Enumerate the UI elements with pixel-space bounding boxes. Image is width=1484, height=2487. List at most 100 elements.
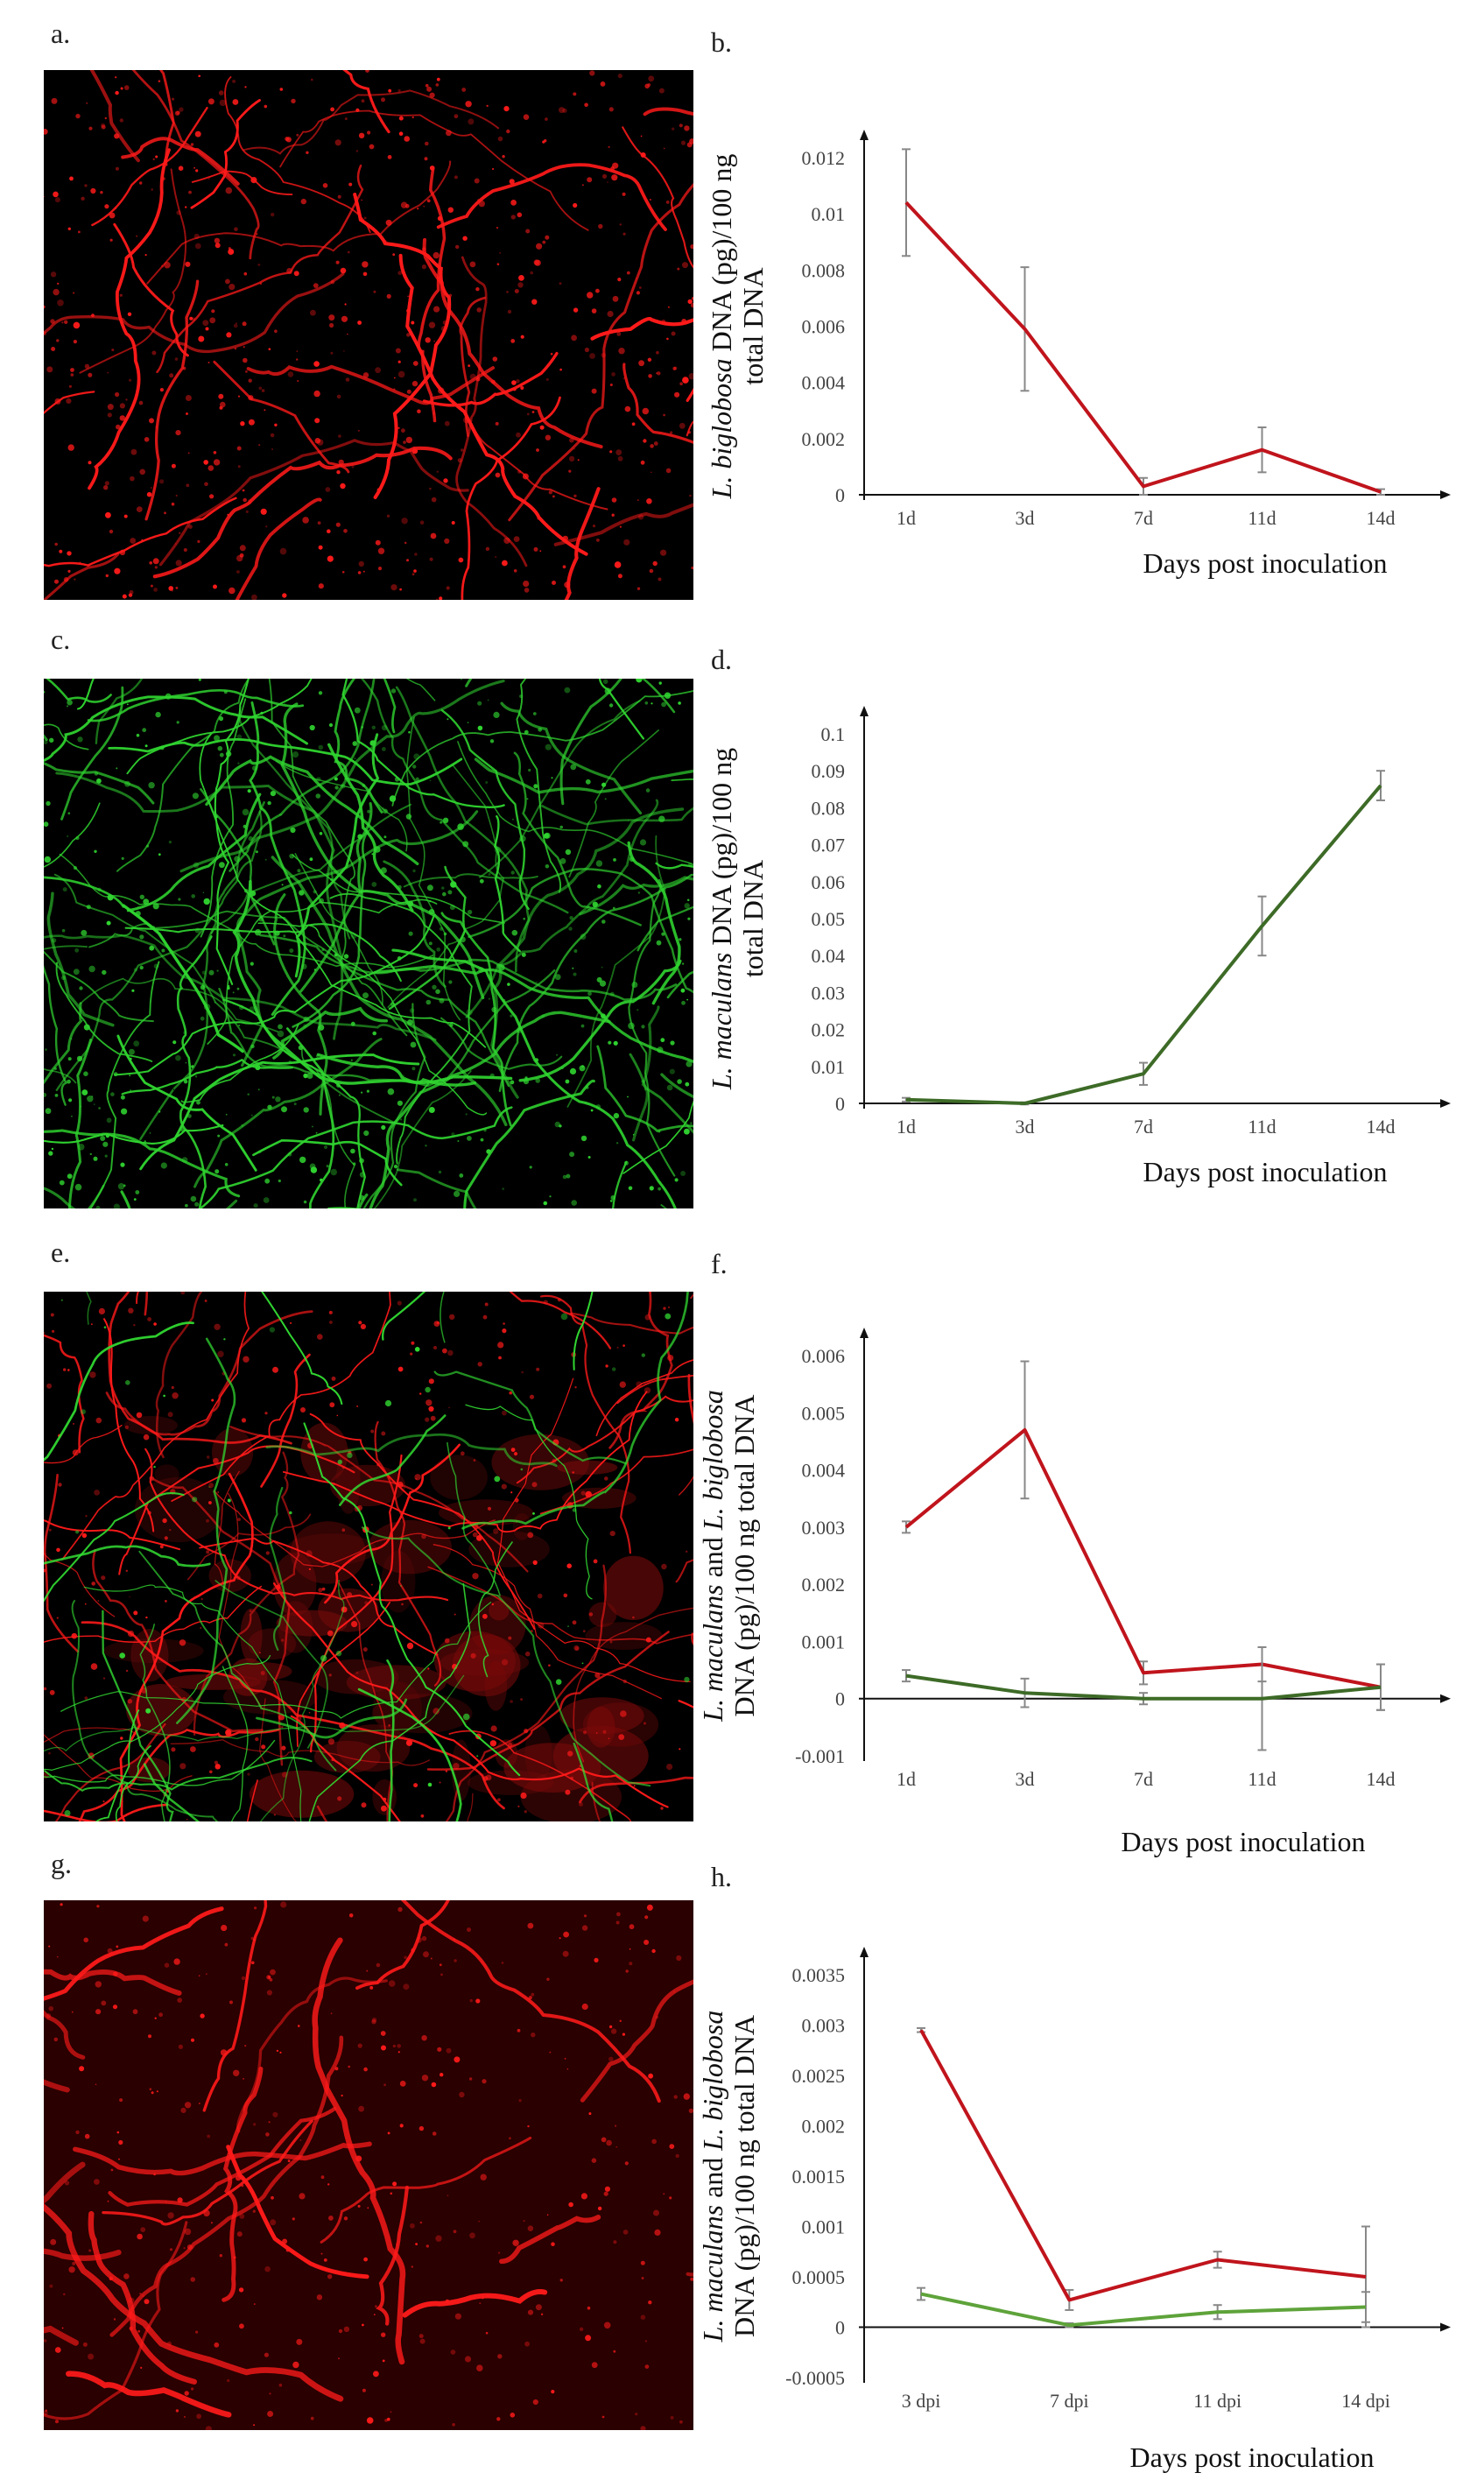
spore-dot <box>104 204 109 209</box>
spore-dot <box>569 437 574 443</box>
spore-dot <box>144 2299 150 2305</box>
hypha-strand <box>440 912 512 1127</box>
spore-dot <box>165 693 172 700</box>
spore-dot <box>196 1100 200 1105</box>
spore-dot <box>52 938 57 943</box>
spore-dot <box>88 965 95 973</box>
spore-dot <box>367 809 370 814</box>
spore-dot <box>175 543 177 545</box>
x-tick-label: 1d <box>897 507 916 529</box>
spore-dot <box>608 703 614 708</box>
spore-dot <box>245 510 249 513</box>
spore-dot <box>392 2044 396 2048</box>
spore-dot <box>169 2248 173 2251</box>
hyphae-layer <box>44 679 693 1208</box>
spore-dot <box>153 2173 156 2176</box>
spore-dot <box>498 1356 502 1360</box>
spore-dot <box>195 169 199 173</box>
spore-dot <box>407 1019 413 1025</box>
spore-dot <box>253 2123 257 2126</box>
spore-dot <box>581 2003 588 2011</box>
hypha-strand <box>66 2371 232 2418</box>
spore-dot <box>48 1945 51 1948</box>
spore-dot <box>691 566 693 570</box>
hypha-strand <box>46 679 112 703</box>
spore-dot <box>165 1600 167 1603</box>
spore-dot <box>319 898 324 904</box>
spore-dot <box>242 489 245 492</box>
spore-dot <box>601 352 607 358</box>
tissue-patch <box>154 1464 179 1484</box>
spore-dot <box>139 181 143 185</box>
series-1 <box>902 1360 1385 1711</box>
spore-dot <box>440 2073 444 2077</box>
spore-dot <box>232 1053 236 1057</box>
spore-dot <box>153 588 158 592</box>
spore-dot <box>425 1417 430 1422</box>
spore-dot <box>562 108 567 113</box>
hypha-strand <box>341 965 510 1088</box>
spore-dot <box>203 2209 210 2217</box>
spore-dot <box>601 782 607 787</box>
spore-dot <box>480 1138 484 1142</box>
spore-dot <box>665 1313 672 1320</box>
spore-dot <box>352 1162 356 1166</box>
spore-dot <box>607 310 614 318</box>
spore-dot <box>461 448 464 452</box>
spore-dot <box>136 506 143 512</box>
spore-dot <box>143 1434 150 1441</box>
spore-dot <box>236 2231 243 2237</box>
spore-dot <box>194 1075 198 1078</box>
spore-dot <box>562 565 566 569</box>
spore-dot <box>686 142 693 148</box>
spore-dot <box>594 1673 601 1679</box>
spore-dot <box>684 903 690 909</box>
spore-dot <box>580 934 587 941</box>
spore-dot <box>637 587 641 590</box>
hypha-strand <box>102 1610 174 1821</box>
hypha-strand <box>341 679 505 808</box>
spore-dot <box>313 890 317 894</box>
spore-dot <box>214 1760 219 1765</box>
spore-dot <box>510 870 515 875</box>
spore-dot <box>573 972 577 976</box>
spore-dot <box>168 586 173 591</box>
spore-dot <box>398 131 404 136</box>
hypha-strand <box>338 1582 394 1821</box>
spore-dot <box>341 571 345 574</box>
spore-dot <box>54 2420 60 2424</box>
hypha-strand <box>445 1564 607 1821</box>
spore-dot <box>133 1610 138 1616</box>
spore-dot <box>661 1563 667 1570</box>
micrograph-c <box>44 679 693 1208</box>
spore-dot <box>57 282 60 285</box>
spore-dot <box>278 1179 281 1183</box>
spore-dot <box>468 2077 473 2081</box>
spore-dot <box>601 2137 607 2143</box>
y-tick-label: 0.005 <box>802 1402 846 1424</box>
spore-dot <box>361 1091 363 1094</box>
spore-dot <box>447 1349 454 1356</box>
spore-dot <box>638 286 642 289</box>
spore-dot <box>128 593 133 597</box>
spore-dot <box>669 2144 675 2149</box>
spore-dot <box>430 1415 436 1421</box>
spore-dot <box>478 2220 480 2223</box>
spore-dot <box>227 513 229 516</box>
spore-dot <box>439 1781 441 1784</box>
spore-dot <box>444 1638 450 1644</box>
hypha-strand <box>422 237 603 449</box>
spore-dot <box>544 139 547 143</box>
spore-dot <box>185 1061 187 1064</box>
spore-dot <box>107 371 109 374</box>
spore-dot <box>514 1497 519 1503</box>
x-tick-label: 3d <box>1016 1116 1035 1138</box>
spore-dot <box>343 954 349 959</box>
spore-dot <box>241 1418 247 1423</box>
hypha-strand <box>176 935 213 1208</box>
tissue-patch <box>318 1588 379 1632</box>
spore-dot <box>453 2230 457 2234</box>
spore-dot <box>566 2068 569 2070</box>
spore-dot <box>397 426 400 429</box>
spore-dot <box>612 162 619 169</box>
